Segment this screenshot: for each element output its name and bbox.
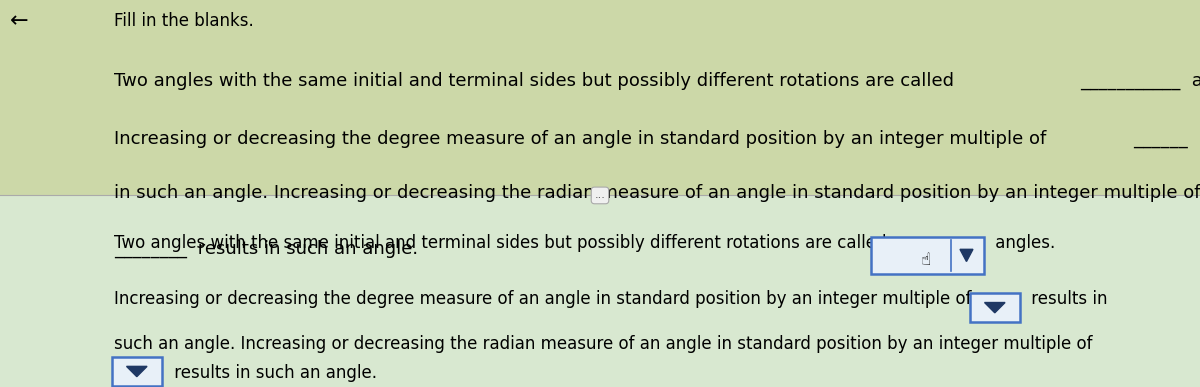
Text: angles.: angles.	[1186, 72, 1200, 90]
Text: Increasing or decreasing the degree measure of an angle in standard position by : Increasing or decreasing the degree meas…	[114, 130, 1046, 148]
FancyBboxPatch shape	[871, 237, 984, 274]
Text: angles.: angles.	[990, 234, 1055, 252]
Polygon shape	[984, 303, 1006, 313]
Text: ☝: ☝	[920, 251, 930, 269]
Text: in such an angle. Increasing or decreasing the radian measure of an angle in sta: in such an angle. Increasing or decreasi…	[114, 184, 1200, 202]
Text: results in: results in	[1026, 290, 1108, 308]
Polygon shape	[960, 249, 973, 262]
FancyBboxPatch shape	[112, 357, 162, 386]
Polygon shape	[126, 366, 148, 377]
Text: Two angles with the same initial and terminal sides but possibly different rotat: Two angles with the same initial and ter…	[114, 72, 954, 90]
Text: ___________: ___________	[1080, 72, 1181, 90]
Text: results: results	[1195, 130, 1200, 148]
Text: ...: ...	[594, 190, 606, 200]
Text: Fill in the blanks.: Fill in the blanks.	[114, 12, 253, 30]
Bar	[0, 195, 1200, 387]
Text: such an angle. Increasing or decreasing the radian measure of an angle in standa: such an angle. Increasing or decreasing …	[114, 335, 1092, 353]
Text: Two angles with the same initial and terminal sides but possibly different rotat: Two angles with the same initial and ter…	[114, 234, 887, 252]
Text: Increasing or decreasing the degree measure of an angle in standard position by : Increasing or decreasing the degree meas…	[114, 290, 972, 308]
Text: results in such an angle.: results in such an angle.	[192, 240, 418, 258]
Text: ←: ←	[10, 12, 29, 32]
Text: results in such an angle.: results in such an angle.	[169, 364, 377, 382]
Bar	[0, 0, 1200, 195]
Text: ______: ______	[1133, 130, 1188, 148]
Text: ________: ________	[114, 240, 187, 258]
FancyBboxPatch shape	[970, 293, 1020, 322]
